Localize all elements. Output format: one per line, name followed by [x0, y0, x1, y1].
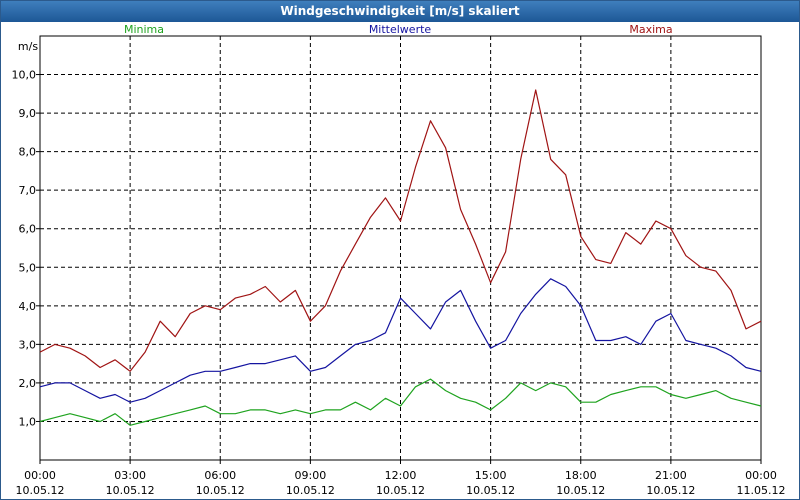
- y-tick-label: 8,0: [19, 146, 37, 159]
- x-tick-time-label: 09:00: [295, 469, 327, 482]
- x-tick-date-label: 10.05.12: [16, 484, 65, 497]
- series-line-maxima: [39, 89, 762, 372]
- x-tick-date-label: 11.05.12: [737, 484, 786, 497]
- grid: [40, 36, 761, 460]
- legend-maxima: Maxima: [629, 23, 672, 36]
- series-line-mittelwerte: [39, 278, 762, 403]
- x-tick-time-label: 06:00: [204, 469, 236, 482]
- x-tick-time-label: 21:00: [655, 469, 687, 482]
- x-tick-time-label: 00:00: [24, 469, 56, 482]
- x-tick-time-label: 15:00: [475, 469, 507, 482]
- x-tick-date-label: 10.05.12: [196, 484, 245, 497]
- legend-minima: Minima: [124, 23, 164, 36]
- x-tick-time-label: 03:00: [114, 469, 146, 482]
- window-title: Windgeschwindigkeit [m/s] skaliert: [1, 1, 799, 22]
- x-tick-date-label: 10.05.12: [376, 484, 425, 497]
- y-tick-label: 5,0: [19, 261, 37, 274]
- y-axis-unit-label: m/s: [18, 40, 38, 53]
- y-tick-label: 10,0: [12, 69, 37, 82]
- y-tick-label: 9,0: [19, 107, 37, 120]
- x-tick-time-label: 00:00: [745, 469, 777, 482]
- y-tick-label: 4,0: [19, 300, 37, 313]
- series-line-minima: [39, 378, 762, 426]
- series-layer: [39, 89, 762, 426]
- y-tick-label: 2,0: [19, 377, 37, 390]
- legend-mittelwerte: Mittelwerte: [369, 23, 432, 36]
- x-axis: 00:00 10.05.12 03:00 10.05.12 06:00 10.05.12 0…: [16, 460, 786, 497]
- x-tick-date-label: 10.05.12: [466, 484, 515, 497]
- y-tick-label: 6,0: [19, 223, 37, 236]
- y-tick-label: 1,0: [19, 415, 37, 428]
- x-tick-time-label: 12:00: [385, 469, 417, 482]
- y-tick-label: 3,0: [19, 338, 37, 351]
- x-tick-date-label: 10.05.12: [646, 484, 695, 497]
- y-tick-label: 7,0: [19, 184, 37, 197]
- x-tick-date-label: 10.05.12: [556, 484, 605, 497]
- x-tick-date-label: 10.05.12: [106, 484, 155, 497]
- x-tick-date-label: 10.05.12: [286, 484, 335, 497]
- y-axis: 1,0 2,0 3,0 4,0 5,0 6,0 7,0 8,0 9,0 10,0: [12, 69, 40, 428]
- x-tick-time-label: 18:00: [565, 469, 597, 482]
